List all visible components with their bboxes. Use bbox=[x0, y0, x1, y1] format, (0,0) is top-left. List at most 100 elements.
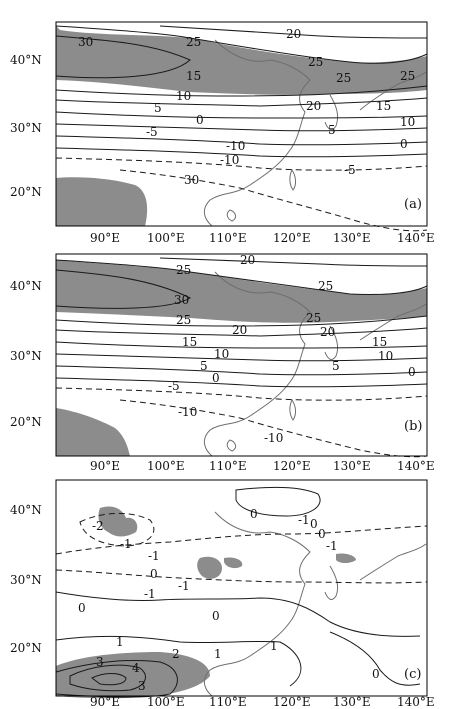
shaded-blob bbox=[98, 506, 138, 537]
contour-label: 25 bbox=[176, 263, 192, 277]
contour-20-upper bbox=[159, 257, 428, 267]
contour-10 bbox=[55, 353, 428, 362]
contour-label: 10 bbox=[214, 347, 230, 361]
plot-frame bbox=[55, 21, 428, 227]
shaded-blob bbox=[224, 557, 243, 569]
contour-label: 5 bbox=[154, 101, 162, 115]
contour-label: 4 bbox=[132, 661, 140, 675]
lon-tick-label: 140°E bbox=[397, 695, 435, 709]
contour-20 bbox=[55, 97, 428, 107]
coastline-hainan bbox=[226, 439, 237, 452]
lon-tick-label: 110°E bbox=[209, 459, 247, 473]
contour-label: -1 bbox=[144, 587, 156, 601]
lon-tick-label: 90°E bbox=[90, 459, 121, 473]
contour-neg10 bbox=[119, 169, 428, 232]
shaded-southwest bbox=[56, 408, 130, 456]
lon-tick-label: 130°E bbox=[333, 695, 371, 709]
contour-label: 30 bbox=[78, 35, 94, 49]
panel-label: (c) bbox=[404, 667, 422, 682]
contour-label: 15 bbox=[186, 69, 202, 83]
plot-frame bbox=[55, 479, 428, 697]
contour-label: -1 bbox=[148, 549, 160, 563]
coastline bbox=[203, 39, 311, 227]
contour-label: 5 bbox=[200, 359, 208, 373]
lat-tick-label: 30°N bbox=[10, 573, 42, 587]
shaded-blob bbox=[336, 553, 356, 563]
contour-label: 20 bbox=[320, 325, 336, 339]
contour-15 bbox=[55, 341, 428, 349]
shaded-blob-large bbox=[56, 652, 210, 699]
map-panel-a-plot bbox=[55, 21, 428, 232]
lat-tick-label: 40°N bbox=[10, 53, 42, 67]
contour-label: 30 bbox=[184, 173, 200, 187]
contour-30 bbox=[55, 269, 192, 309]
panel-label: (b) bbox=[404, 419, 423, 434]
coastline-korea bbox=[324, 325, 339, 360]
coastline-korea bbox=[324, 565, 339, 600]
contour-label: 25 bbox=[306, 311, 322, 325]
contour-label: -1 bbox=[120, 537, 132, 551]
map-panel-a: 30 25 20 25 15 10 5 0 -5 -10 30 25 20 25… bbox=[0, 0, 474, 244]
contour-label: 20 bbox=[232, 323, 248, 337]
contour-label: 0 bbox=[408, 365, 416, 379]
contour-label: -10 bbox=[220, 153, 240, 167]
contour-20-upper bbox=[159, 25, 428, 39]
contour-label: 10 bbox=[176, 89, 192, 103]
lon-tick-label: 100°E bbox=[147, 459, 185, 473]
contour-25-upper bbox=[55, 25, 428, 64]
contour-label: -1 bbox=[298, 513, 310, 527]
contour-25-lower bbox=[55, 315, 428, 327]
contour-0 bbox=[55, 147, 428, 158]
contour-neg5 bbox=[55, 387, 428, 401]
contour-10 bbox=[55, 123, 428, 132]
lon-tick-label: 140°E bbox=[397, 231, 435, 245]
lon-tick-label: 100°E bbox=[147, 231, 185, 245]
panel-label: (a) bbox=[404, 197, 422, 212]
contour-label: 30 bbox=[174, 293, 190, 307]
contour-label: 20 bbox=[286, 27, 302, 41]
shaded-band bbox=[56, 26, 427, 95]
lon-tick-label: 120°E bbox=[273, 231, 311, 245]
contour-label: -10 bbox=[226, 139, 246, 153]
coastline bbox=[203, 271, 311, 457]
lon-tick-label: 110°E bbox=[209, 695, 247, 709]
contour-label: 0 bbox=[400, 137, 408, 151]
lat-tick-label: 30°N bbox=[10, 121, 42, 135]
contour-label: 0 bbox=[212, 371, 220, 385]
contour-label: 0 bbox=[310, 517, 318, 531]
contour-label: 1 bbox=[116, 635, 124, 649]
lat-tick-label: 20°N bbox=[10, 415, 42, 429]
contour-label: 15 bbox=[372, 335, 388, 349]
contour-label: 20 bbox=[306, 99, 322, 113]
lat-tick-label: 40°N bbox=[10, 279, 42, 293]
contour-0-north bbox=[235, 486, 321, 517]
lat-tick-label: 20°N bbox=[10, 641, 42, 655]
contour-label: 0 bbox=[372, 667, 380, 681]
contour-label: 25 bbox=[176, 313, 192, 327]
contour-label: 0 bbox=[212, 609, 220, 623]
contour-neg1 bbox=[55, 525, 428, 555]
contour-label: 3 bbox=[96, 655, 104, 669]
contour-4 bbox=[91, 673, 127, 686]
lon-tick-label: 130°E bbox=[333, 459, 371, 473]
coastline-korea bbox=[324, 94, 339, 130]
contour-label: 0 bbox=[78, 601, 86, 615]
contour-label: -2 bbox=[92, 519, 104, 533]
contour-25-lower bbox=[55, 85, 428, 97]
contour-label: 10 bbox=[400, 115, 416, 129]
contour-5 bbox=[55, 365, 428, 376]
contour-label: -10 bbox=[264, 431, 284, 445]
coastline bbox=[203, 511, 311, 697]
contour-label: -10 bbox=[178, 405, 198, 419]
contour-label: -5 bbox=[146, 125, 158, 139]
map-panel-c: 0 -2 -1 0 -1 0 -1 -1 0 -1 0 -1 0 1 3 4 2… bbox=[0, 472, 474, 708]
contour-label: 25 bbox=[318, 279, 334, 293]
coastline-japan bbox=[359, 543, 427, 581]
contour-label: 20 bbox=[240, 253, 256, 267]
contour-neg5 bbox=[55, 157, 428, 171]
contour-5 bbox=[55, 135, 428, 146]
lon-tick-label: 120°E bbox=[273, 459, 311, 473]
contour-label: 15 bbox=[376, 99, 392, 113]
contour-label: 10 bbox=[378, 349, 394, 363]
contour-0 bbox=[55, 591, 421, 637]
